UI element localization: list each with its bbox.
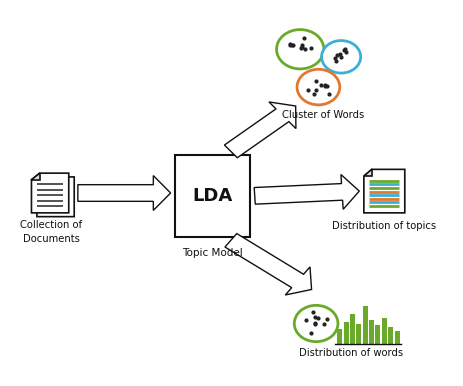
Bar bbox=[368, 320, 373, 344]
Circle shape bbox=[321, 41, 360, 73]
Bar bbox=[375, 325, 380, 344]
Circle shape bbox=[276, 30, 323, 69]
Bar bbox=[388, 327, 392, 344]
Bar bbox=[337, 329, 342, 344]
Polygon shape bbox=[363, 169, 404, 213]
Circle shape bbox=[296, 69, 339, 105]
Polygon shape bbox=[225, 234, 311, 295]
Polygon shape bbox=[363, 169, 371, 176]
Bar bbox=[362, 306, 367, 344]
Bar bbox=[343, 322, 348, 344]
Bar bbox=[381, 318, 386, 344]
Bar bbox=[394, 331, 399, 344]
Text: Distribution of words: Distribution of words bbox=[299, 348, 402, 358]
Circle shape bbox=[294, 305, 337, 342]
Text: Topic Model: Topic Model bbox=[182, 248, 243, 258]
Polygon shape bbox=[37, 177, 45, 184]
Polygon shape bbox=[78, 176, 170, 210]
Polygon shape bbox=[254, 174, 358, 209]
Text: Cluster of Words: Cluster of Words bbox=[281, 110, 363, 120]
Bar bbox=[349, 314, 354, 344]
Polygon shape bbox=[31, 173, 69, 213]
FancyBboxPatch shape bbox=[175, 155, 250, 237]
Polygon shape bbox=[37, 177, 74, 217]
Text: Distribution of topics: Distribution of topics bbox=[332, 221, 436, 231]
Text: LDA: LDA bbox=[192, 187, 232, 205]
Bar bbox=[356, 323, 361, 344]
Text: Collection of
Documents: Collection of Documents bbox=[20, 220, 82, 244]
Polygon shape bbox=[31, 173, 39, 180]
Polygon shape bbox=[224, 102, 295, 158]
